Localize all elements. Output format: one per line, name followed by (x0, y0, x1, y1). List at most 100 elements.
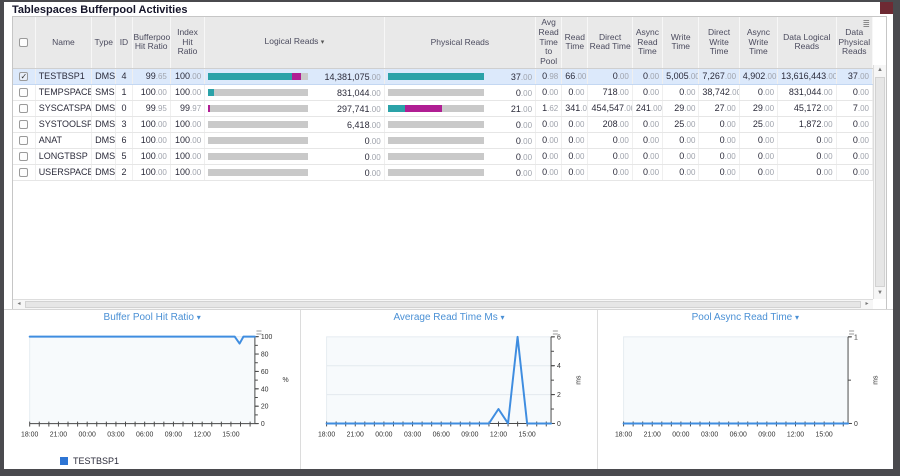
chart-title-dropdown[interactable]: Pool Async Read Time ▾ (598, 312, 893, 326)
column-header[interactable]: ID (115, 17, 133, 69)
chart-title-text: Average Read Time Ms (393, 312, 498, 323)
write-time-cell: 0.00 (662, 84, 700, 101)
svg-text:0: 0 (854, 421, 858, 428)
type-cell: DMS (91, 100, 117, 117)
column-header[interactable]: Physical Reads (384, 17, 537, 69)
row-checkbox[interactable] (19, 152, 29, 162)
table-row[interactable]: USERSPACE1DMS2100.00100.000.000.000.000.… (13, 164, 874, 181)
physical-reads-cell: 0.00 (384, 116, 537, 133)
row-checkbox[interactable]: ✓ (19, 72, 29, 82)
async-read-time-cell: 0.00 (632, 116, 664, 133)
pool-async-read-time-chart: 0 1 ms 18:00 21:00 00:00 03:00 06:00 09:00 12:00 1… (615, 334, 880, 438)
column-header[interactable]: Data Physical Reads (836, 17, 874, 69)
table-options-icon[interactable]: ≣ (862, 19, 870, 29)
svg-text:03:00: 03:00 (701, 431, 718, 438)
name-cell: ANAT (35, 132, 93, 149)
id-cell: 5 (115, 148, 133, 165)
table-row[interactable]: ANAT DMS 6 100.00 100.00 0.00 0.00 0.00 0.00 0.00… (13, 132, 874, 149)
scroll-up-icon[interactable]: ▲ (877, 67, 883, 73)
data-physical-reads-cell: 0.00 (836, 116, 874, 133)
column-header[interactable]: Direct Read Time (587, 17, 633, 69)
write-time-cell: 5,005.00 (662, 68, 700, 85)
read-time-cell: 341.00 (561, 100, 589, 117)
row-checkbox[interactable] (19, 136, 29, 146)
name-cell: TEMPSPACE1 (35, 84, 93, 101)
usage-bar (387, 121, 484, 129)
index-hit-ratio-cell: 99.97 (170, 100, 206, 117)
table-row[interactable]: SYSTOOLSPACEDMS3100.00100.006,418.000.00… (13, 116, 874, 133)
id-cell: 4 (115, 68, 133, 85)
chart-options-icon[interactable]: ≣ (848, 328, 855, 337)
table-row[interactable]: ✓ TESTBSP1 DMS 4 99.65 100.00 14,381,075.00 37.… (13, 68, 874, 85)
average-read-time-chart: 0 2 4 6 ms 18:00 21:00 00:00 03:00 06:00 09:00 12:0… (318, 334, 583, 438)
direct-write-time-cell: 7,267.00 (698, 68, 740, 85)
index-hit-ratio-cell: 100.00 (170, 84, 206, 101)
name-cell: LONGTBSP (35, 148, 93, 165)
select-all-header[interactable] (13, 17, 36, 69)
column-header[interactable]: Bufferpool Hit Ratio (132, 17, 171, 69)
logical-reads-cell: 831,044.00 (204, 84, 385, 101)
scroll-left-icon[interactable]: ◂ (17, 301, 21, 307)
column-header[interactable]: Logical Reads ▾ (204, 17, 385, 69)
column-header[interactable]: Async Read Time (632, 17, 664, 69)
column-header[interactable]: Name (35, 17, 93, 69)
bufferpool-hit-ratio-cell: 99.65 (132, 68, 171, 85)
svg-text:60: 60 (261, 369, 269, 376)
logical-reads-cell: 0.00 (204, 164, 385, 181)
direct-read-time-cell: 0.00 (587, 164, 633, 181)
table-row[interactable]: LONGTBSP DMS 5 100.00 100.00 0.00 0.00 0.00 0.00… (13, 148, 874, 165)
column-header[interactable]: Write Time (662, 17, 700, 69)
usage-bar (387, 105, 484, 113)
svg-text:ms: ms (576, 375, 583, 385)
data-physical-reads-cell: 0.00 (836, 132, 874, 149)
pool-async-read-time-panel: Pool Async Read Time ▾ ≣ 0 1 ms 18:00 21:00 0… (596, 310, 893, 469)
row-checkbox[interactable] (19, 104, 29, 114)
vertical-scroll-thumb[interactable] (875, 77, 885, 287)
bufferpool-hit-ratio-cell: 100.00 (132, 132, 171, 149)
data-physical-reads-cell: 0.00 (836, 148, 874, 165)
column-header[interactable]: Type (91, 17, 117, 69)
physical-reads-cell: 0.00 (384, 148, 537, 165)
index-hit-ratio-cell: 100.00 (170, 164, 206, 181)
column-header[interactable]: Read Time (561, 17, 589, 69)
svg-text:21:00: 21:00 (347, 431, 364, 438)
direct-read-time-cell: 0.00 (587, 68, 633, 85)
id-cell: 1 (115, 84, 133, 101)
vertical-scrollbar[interactable]: ▲ ▼ (873, 65, 886, 299)
scroll-down-icon[interactable]: ▼ (877, 290, 883, 296)
row-checkbox[interactable] (19, 88, 29, 98)
chart-title-dropdown[interactable]: Average Read Time Ms ▾ (301, 312, 596, 326)
async-read-time-cell: 0.00 (632, 148, 664, 165)
name-cell: TESTBSP1 (35, 68, 93, 85)
table-row[interactable]: TEMPSPACE1SMS1100.00100.00831,044.000.00… (13, 84, 874, 101)
row-checkbox[interactable] (19, 168, 29, 178)
column-header[interactable]: Async Write Time (739, 17, 779, 69)
type-cell: DMS (91, 116, 117, 133)
horizontal-scrollbar[interactable]: ◂ ▸ (13, 299, 873, 309)
table-row[interactable]: SYSCATSPACEDMS099.9599.97297,741.0021.00… (13, 100, 874, 117)
direct-read-time-cell: 718.00 (587, 84, 633, 101)
row-checkbox[interactable] (19, 120, 29, 130)
select-all-checkbox[interactable] (19, 37, 29, 47)
sort-desc-icon: ▾ (320, 39, 325, 47)
avg-read-time-to-pool-cell: 0.00 (535, 84, 563, 101)
direct-write-time-cell: 0.00 (698, 116, 740, 133)
read-time-cell: 66.00 (561, 68, 589, 85)
chart-title-dropdown[interactable]: Buffer Pool Hit Ratio ▾ (4, 312, 300, 326)
chart-options-icon[interactable]: ≣ (255, 328, 263, 337)
scroll-right-icon[interactable]: ▸ (865, 301, 869, 307)
chart-options-icon[interactable]: ≣ (551, 328, 559, 337)
column-header[interactable]: Data Logical Reads (777, 17, 837, 69)
type-cell: DMS (91, 68, 117, 85)
data-physical-reads-cell: 7.00 (836, 100, 874, 117)
async-write-time-cell: 0.00 (739, 132, 779, 149)
data-logical-reads-cell: 0.00 (777, 164, 837, 181)
svg-text:03:00: 03:00 (404, 431, 421, 438)
bufferpool-hit-ratio-cell: 100.00 (132, 148, 171, 165)
read-time-cell: 0.00 (561, 164, 589, 181)
svg-text:09:00: 09:00 (462, 431, 479, 438)
column-header[interactable]: Index Hit Ratio (170, 17, 206, 69)
column-header[interactable]: Direct Write Time (698, 17, 740, 69)
column-header[interactable]: Avg Read Time to Pool (535, 17, 563, 69)
horizontal-scroll-thumb[interactable] (25, 301, 861, 308)
